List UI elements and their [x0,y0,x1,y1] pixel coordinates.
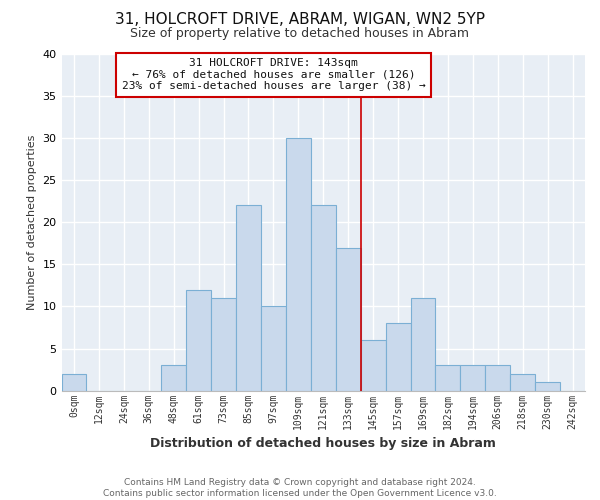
Text: Size of property relative to detached houses in Abram: Size of property relative to detached ho… [131,28,470,40]
Bar [211,298,236,390]
Bar [361,340,386,390]
Bar [336,248,361,390]
Bar [186,290,211,390]
Text: 31, HOLCROFT DRIVE, ABRAM, WIGAN, WN2 5YP: 31, HOLCROFT DRIVE, ABRAM, WIGAN, WN2 5Y… [115,12,485,28]
Bar [485,366,510,390]
X-axis label: Distribution of detached houses by size in Abram: Distribution of detached houses by size … [151,437,496,450]
Bar [535,382,560,390]
Bar [311,206,336,390]
Y-axis label: Number of detached properties: Number of detached properties [27,134,37,310]
Bar [236,206,261,390]
Bar [261,306,286,390]
Bar [62,374,86,390]
Text: 31 HOLCROFT DRIVE: 143sqm
← 76% of detached houses are smaller (126)
23% of semi: 31 HOLCROFT DRIVE: 143sqm ← 76% of detac… [122,58,425,92]
Bar [510,374,535,390]
Bar [460,366,485,390]
Bar [436,366,460,390]
Bar [386,324,410,390]
Bar [410,298,436,390]
Text: Contains HM Land Registry data © Crown copyright and database right 2024.
Contai: Contains HM Land Registry data © Crown c… [103,478,497,498]
Bar [286,138,311,390]
Bar [161,366,186,390]
